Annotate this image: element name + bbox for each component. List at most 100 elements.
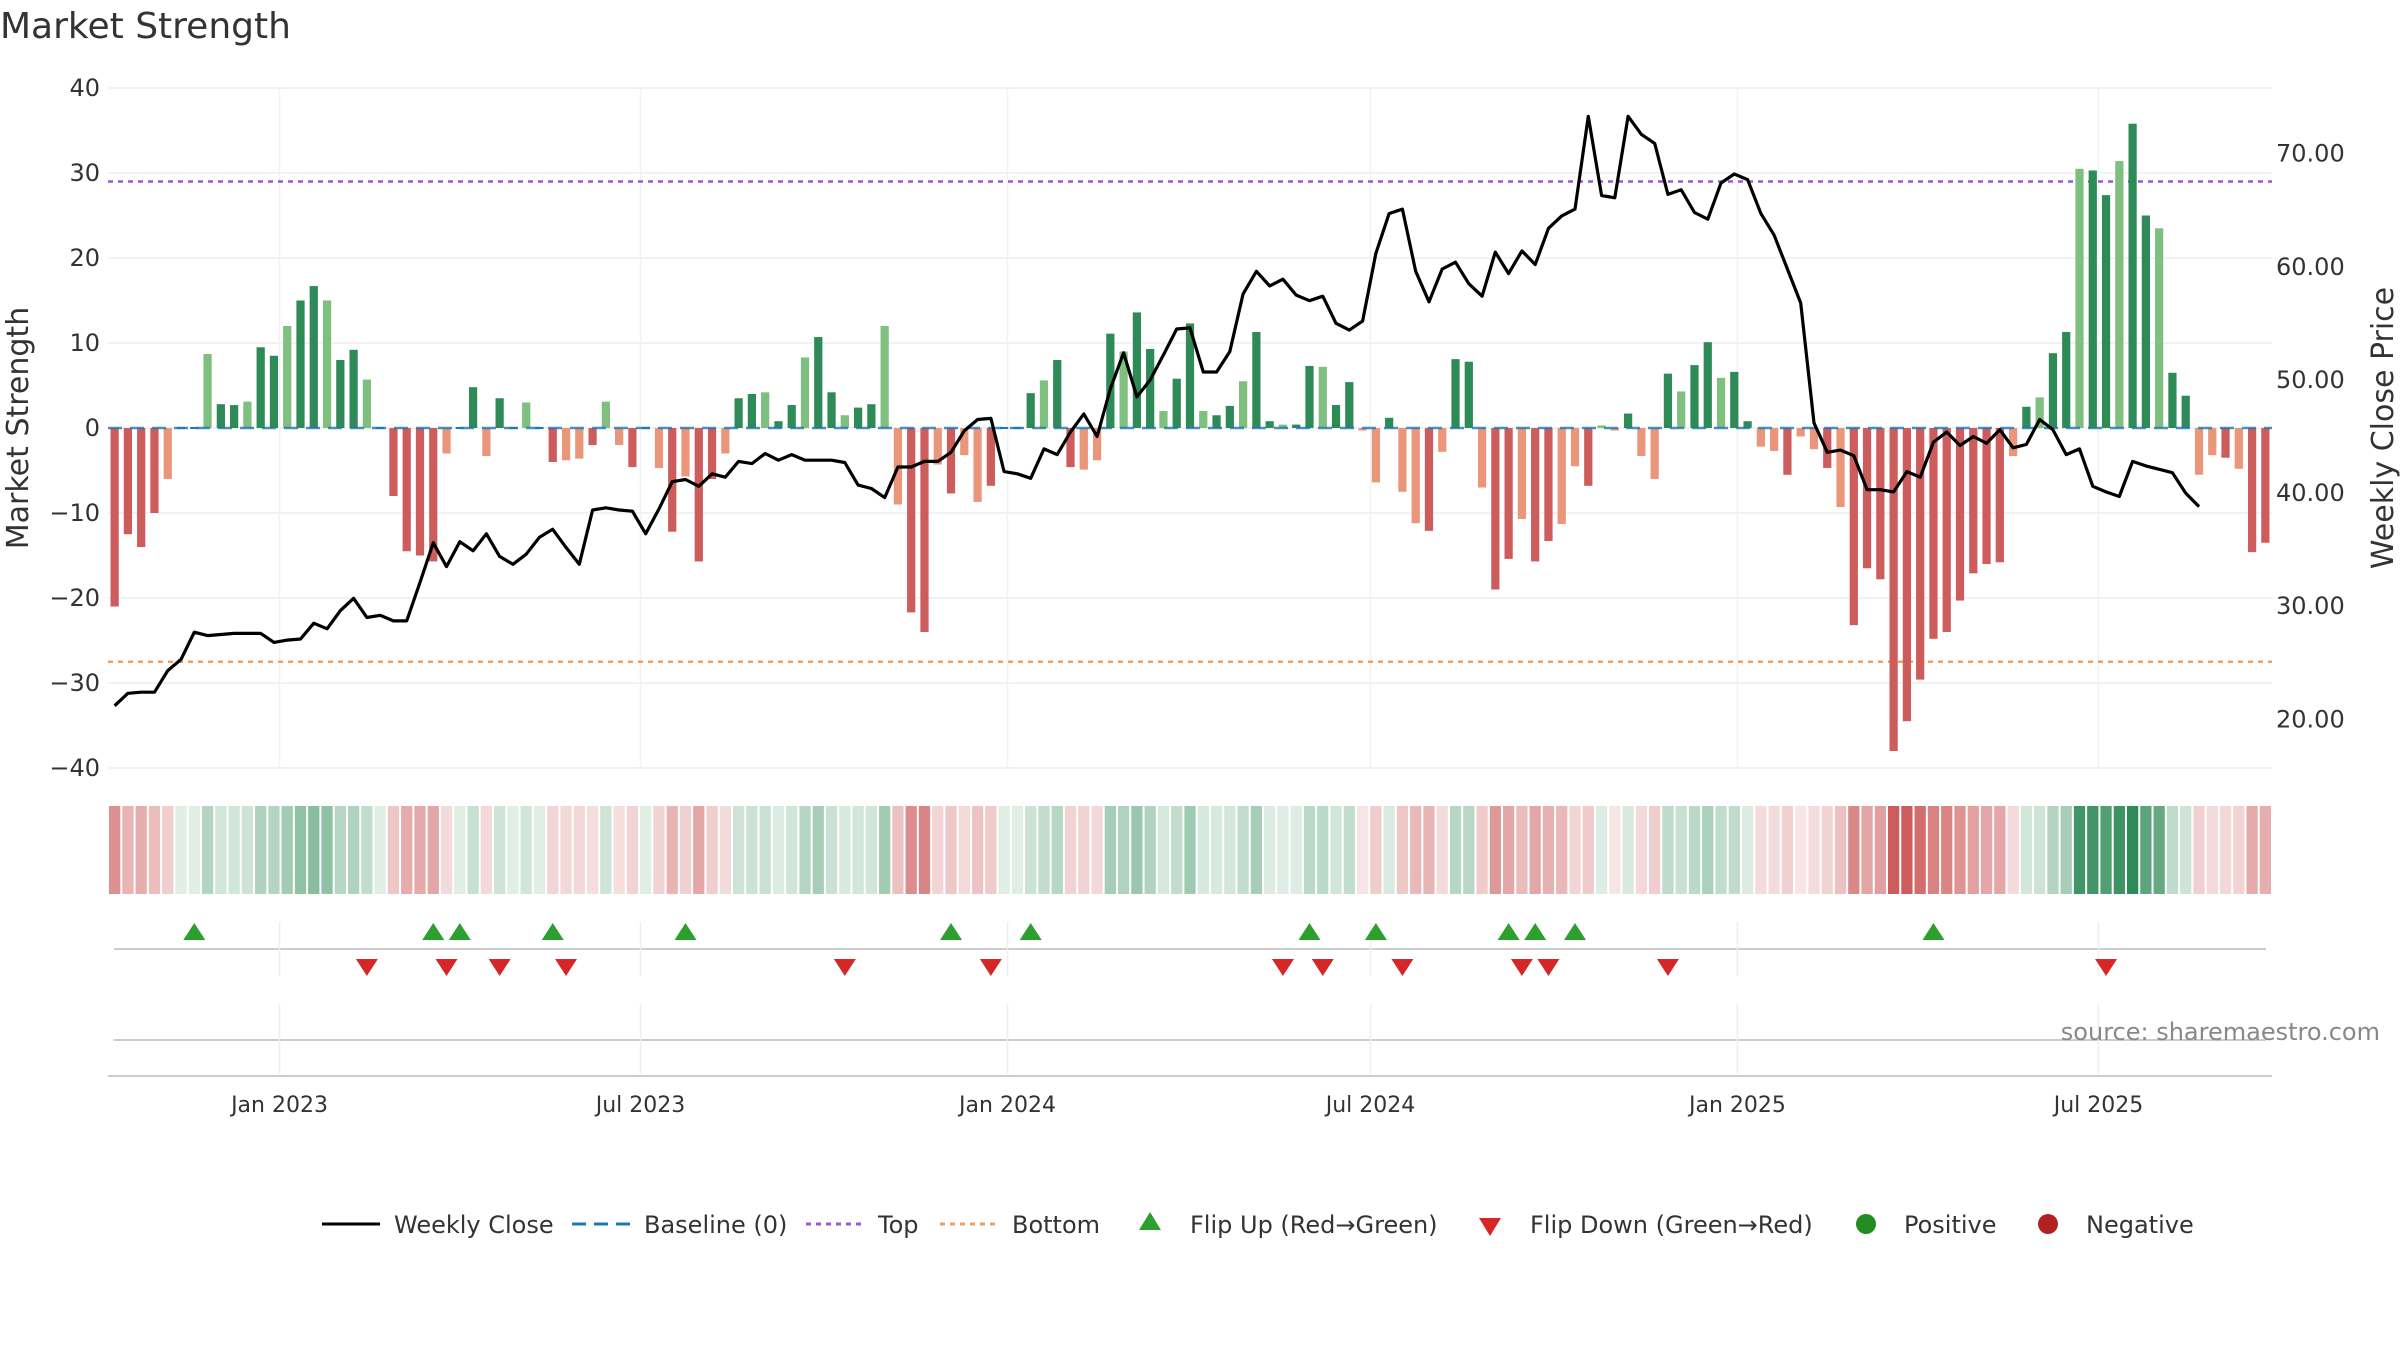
strength-band-cell — [1303, 806, 1316, 894]
strength-band-cell — [1104, 806, 1116, 894]
strength-band-cell — [1463, 806, 1475, 894]
strength-bar — [137, 428, 146, 547]
flip-down-marker — [1271, 959, 1294, 976]
strength-band-cell — [786, 806, 798, 894]
strength-bar — [1531, 428, 1540, 562]
strength-band-cell — [719, 806, 731, 894]
strength-band-cell — [1038, 806, 1050, 894]
strength-band-cell — [1330, 806, 1342, 894]
flip-up-marker — [1298, 923, 1321, 940]
strength-band-cell — [414, 806, 426, 894]
strength-band-cell — [1025, 806, 1037, 894]
legend-label: Positive — [1904, 1211, 1997, 1239]
legend-label: Bottom — [1012, 1211, 1100, 1239]
strength-band-cell — [706, 806, 718, 894]
strength-bar — [694, 428, 703, 562]
strength-band-cell — [945, 806, 957, 894]
strength-bar — [1000, 427, 1009, 429]
strength-bar — [800, 357, 810, 428]
strength-bar — [654, 428, 664, 468]
strength-bar — [1916, 428, 1925, 680]
strength-bar — [190, 427, 199, 429]
strength-band-cell — [1410, 806, 1422, 894]
strength-band-cell — [560, 806, 572, 894]
strength-band-cell — [772, 806, 785, 894]
strength-bar — [1504, 428, 1513, 559]
strength-band-cell — [932, 806, 944, 894]
strength-band-cell — [1556, 806, 1568, 894]
strength-band-cell — [799, 806, 811, 894]
strength-bar — [1663, 373, 1673, 428]
strength-band-cell — [148, 806, 161, 894]
strength-bar — [1570, 428, 1580, 467]
strength-band-cell — [971, 806, 984, 894]
strength-bar — [1026, 393, 1035, 428]
strength-band-cell — [1157, 806, 1170, 894]
strength-bar — [1185, 323, 1195, 428]
strength-bar — [853, 407, 863, 428]
strength-band-cell — [1808, 806, 1820, 894]
strength-band-cell — [1715, 806, 1727, 894]
strength-band-cell — [1343, 806, 1355, 894]
strength-band-cell — [1449, 806, 1462, 894]
strength-band-cell — [454, 806, 466, 894]
strength-band-cell — [1423, 806, 1435, 894]
strength-band-cell — [547, 806, 559, 894]
legend-swatch — [1479, 1218, 1501, 1236]
strength-bar — [1331, 405, 1341, 428]
strength-band-cell — [361, 806, 373, 894]
strength-bars — [108, 123, 2272, 751]
strength-band-cell — [201, 806, 214, 894]
strength-band-cell — [653, 806, 665, 894]
strength-band-cell — [1436, 806, 1448, 894]
strength-bar — [1159, 411, 1168, 428]
strength-bar — [986, 428, 995, 486]
strength-bar — [1358, 428, 1367, 431]
strength-band-cell — [1768, 806, 1780, 894]
y-left-tick-label: −10 — [49, 499, 100, 527]
y-left-tick-label: −30 — [49, 669, 100, 697]
strength-band-cell — [1569, 806, 1581, 894]
y-left-tick-label: −40 — [49, 754, 100, 782]
strength-band-cell — [109, 806, 121, 894]
strength-bar — [1371, 428, 1380, 483]
strength-band-cell — [1649, 806, 1661, 894]
strength-bar — [907, 428, 916, 613]
legend-swatch — [2038, 1214, 2058, 1234]
flip-up-marker — [1524, 923, 1547, 940]
strength-bar — [1730, 371, 1739, 428]
flip-down-marker — [979, 959, 1002, 976]
strength-bar — [1398, 428, 1407, 492]
strength-bar — [2261, 428, 2270, 543]
strength-band-cell — [334, 806, 346, 894]
strength-heat-strip — [109, 806, 2271, 894]
strength-band-cell — [1370, 806, 1382, 894]
flip-down-marker — [435, 959, 458, 976]
y-axis-right-label: Weekly Close Price — [2366, 287, 2400, 569]
flip-up-marker — [1019, 923, 1042, 940]
strength-bar — [774, 421, 783, 428]
strength-band-cell — [1954, 806, 1966, 894]
strength-band-cell — [2020, 806, 2033, 894]
strength-bar — [1783, 428, 1792, 475]
strength-band-cell — [1317, 806, 1329, 894]
strength-bar — [1544, 428, 1553, 542]
strength-band-cell — [1861, 806, 1873, 894]
axes: 40 30 20 10 0 −10 −20 −30 −40 70.00 60.00 50.00 40.0… — [49, 74, 2344, 782]
flip-up-marker — [1497, 923, 1520, 940]
flip-up-marker — [940, 923, 963, 940]
strength-bar — [1610, 428, 1619, 431]
y-axis-left-label: Market Strength — [1, 307, 36, 549]
flip-up-marker — [422, 923, 445, 940]
y-right-tick-label: 50.00 — [2276, 366, 2345, 394]
strength-band-cell — [2206, 806, 2218, 894]
strength-band-cell — [1502, 806, 1515, 894]
strength-bar — [721, 428, 730, 454]
y-right-tick-label: 30.00 — [2276, 592, 2345, 620]
strength-bar — [216, 404, 225, 428]
strength-bar — [707, 428, 717, 479]
strength-bar — [1066, 428, 1075, 468]
strength-bar — [1557, 428, 1566, 525]
strength-band-cell — [613, 806, 625, 894]
strength-band-cell — [1741, 806, 1754, 894]
